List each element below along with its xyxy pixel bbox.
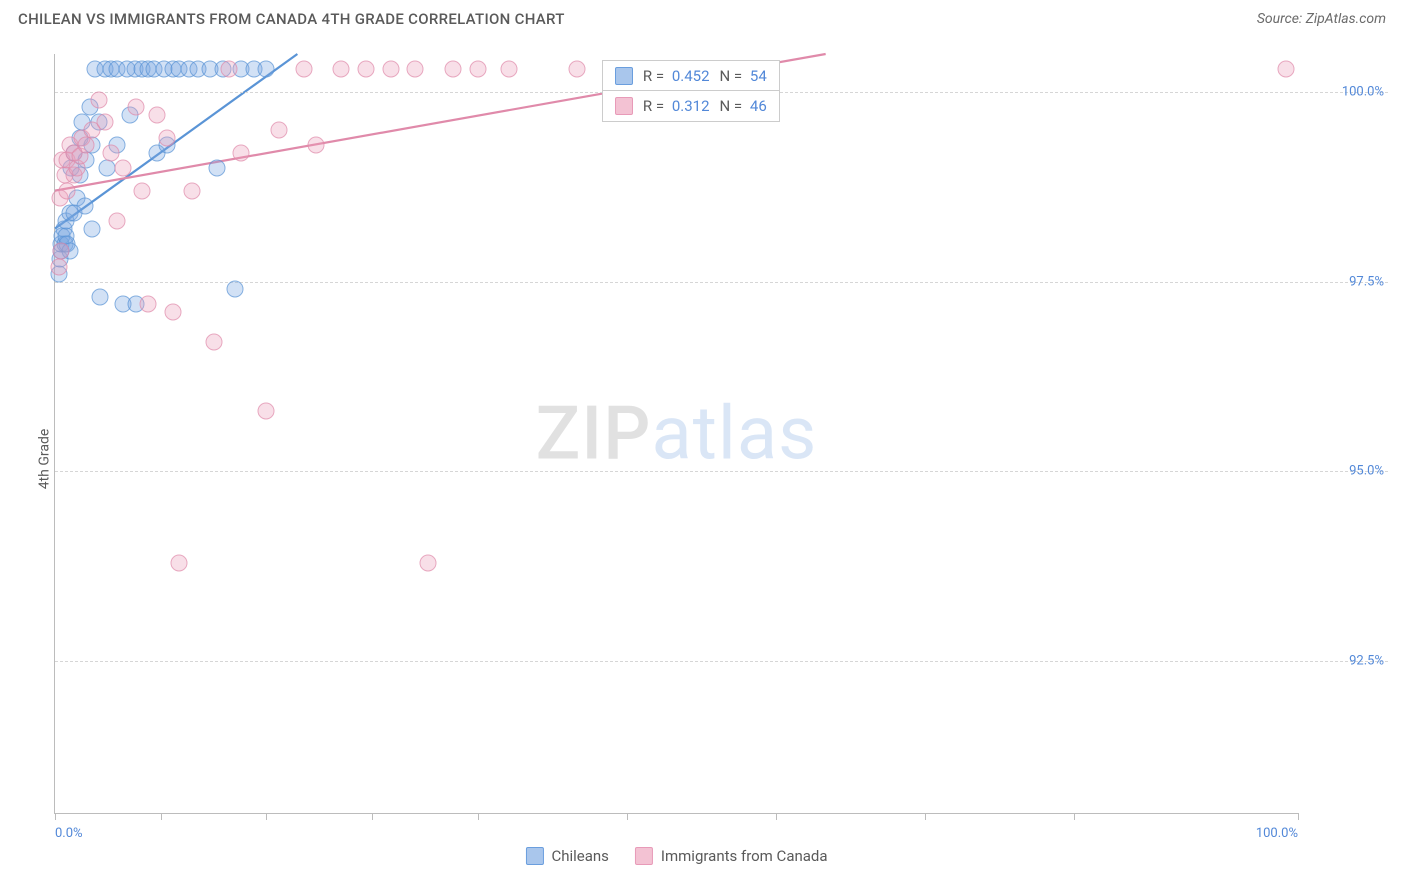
n-value: 46	[750, 97, 767, 115]
x-tick	[266, 813, 267, 820]
data-point	[140, 296, 157, 313]
r-value: 0.452	[672, 67, 710, 85]
legend-item: Chileans	[525, 847, 608, 865]
data-point	[53, 243, 70, 260]
data-point	[115, 159, 132, 176]
y-axis-label: 4th Grade	[36, 429, 52, 490]
data-point	[233, 144, 250, 161]
data-point	[148, 106, 165, 123]
legend-swatch	[615, 97, 633, 115]
x-tick	[478, 813, 479, 820]
gridline	[55, 661, 1388, 662]
data-point	[183, 182, 200, 199]
chart-container: 4th Grade ZIPatlas ChileansImmigrants fr…	[18, 44, 1388, 874]
n-value: 54	[750, 67, 767, 85]
data-point	[258, 402, 275, 419]
x-tick	[776, 813, 777, 820]
data-point	[258, 61, 275, 78]
data-point	[227, 281, 244, 298]
data-point	[102, 144, 119, 161]
gridline	[55, 282, 1388, 283]
gridline	[55, 471, 1388, 472]
correlation-box: R = 0.312 N = 46	[602, 90, 780, 122]
legend-swatch	[635, 847, 653, 865]
r-label: R = 0.312	[643, 97, 710, 115]
data-point	[208, 159, 225, 176]
data-point	[91, 288, 108, 305]
r-label: R = 0.452	[643, 67, 710, 85]
data-point	[357, 61, 374, 78]
data-point	[206, 334, 223, 351]
chart-title: CHILEAN VS IMMIGRANTS FROM CANADA 4TH GR…	[18, 10, 565, 28]
legend-label: Chileans	[551, 847, 608, 865]
data-point	[96, 114, 113, 131]
data-point	[76, 197, 93, 214]
data-point	[419, 554, 436, 571]
legend-swatch	[615, 67, 633, 85]
data-point	[308, 137, 325, 154]
legend-item: Immigrants from Canada	[635, 847, 828, 865]
data-point	[469, 61, 486, 78]
data-point	[165, 304, 182, 321]
x-tick	[372, 813, 373, 820]
source-attribution: Source: ZipAtlas.com	[1257, 11, 1386, 27]
x-tick	[55, 813, 56, 820]
plot-area: ZIPatlas ChileansImmigrants from Canada …	[54, 54, 1298, 814]
data-point	[444, 61, 461, 78]
n-label: N = 54	[720, 67, 767, 85]
data-point	[569, 61, 586, 78]
data-point	[84, 220, 101, 237]
x-tick	[161, 813, 162, 820]
x-tick	[1298, 813, 1299, 820]
watermark-bold: ZIP	[536, 390, 652, 477]
r-value: 0.312	[672, 97, 710, 115]
watermark-light: atlas	[651, 390, 817, 477]
x-tick	[1074, 813, 1075, 820]
y-tick-label: 97.5%	[1349, 274, 1384, 289]
data-point	[221, 61, 238, 78]
data-point	[50, 258, 67, 275]
trend-lines	[55, 54, 1298, 813]
correlation-box: R = 0.452 N = 54	[602, 60, 780, 92]
y-tick-label: 100.0%	[1342, 84, 1384, 99]
data-point	[295, 61, 312, 78]
data-point	[382, 61, 399, 78]
legend-swatch	[525, 847, 543, 865]
data-point	[407, 61, 424, 78]
data-point	[127, 99, 144, 116]
n-label: N = 46	[720, 97, 767, 115]
data-point	[1277, 61, 1294, 78]
data-point	[270, 121, 287, 138]
x-tick	[925, 813, 926, 820]
y-tick-label: 95.0%	[1349, 464, 1384, 479]
data-point	[158, 129, 175, 146]
data-point	[109, 212, 126, 229]
x-tick	[627, 813, 628, 820]
data-point	[134, 182, 151, 199]
data-point	[90, 91, 107, 108]
data-point	[171, 554, 188, 571]
watermark: ZIPatlas	[536, 390, 818, 477]
chart-legend: Chileans Immigrants from Canada	[525, 847, 827, 865]
data-point	[500, 61, 517, 78]
x-tick-label: 0.0%	[55, 826, 83, 841]
legend-label: Immigrants from Canada	[661, 847, 828, 865]
x-tick-label: 100.0%	[1256, 826, 1298, 841]
data-point	[59, 182, 76, 199]
y-tick-label: 92.5%	[1349, 654, 1384, 669]
data-point	[99, 159, 116, 176]
data-point	[78, 137, 95, 154]
data-point	[332, 61, 349, 78]
